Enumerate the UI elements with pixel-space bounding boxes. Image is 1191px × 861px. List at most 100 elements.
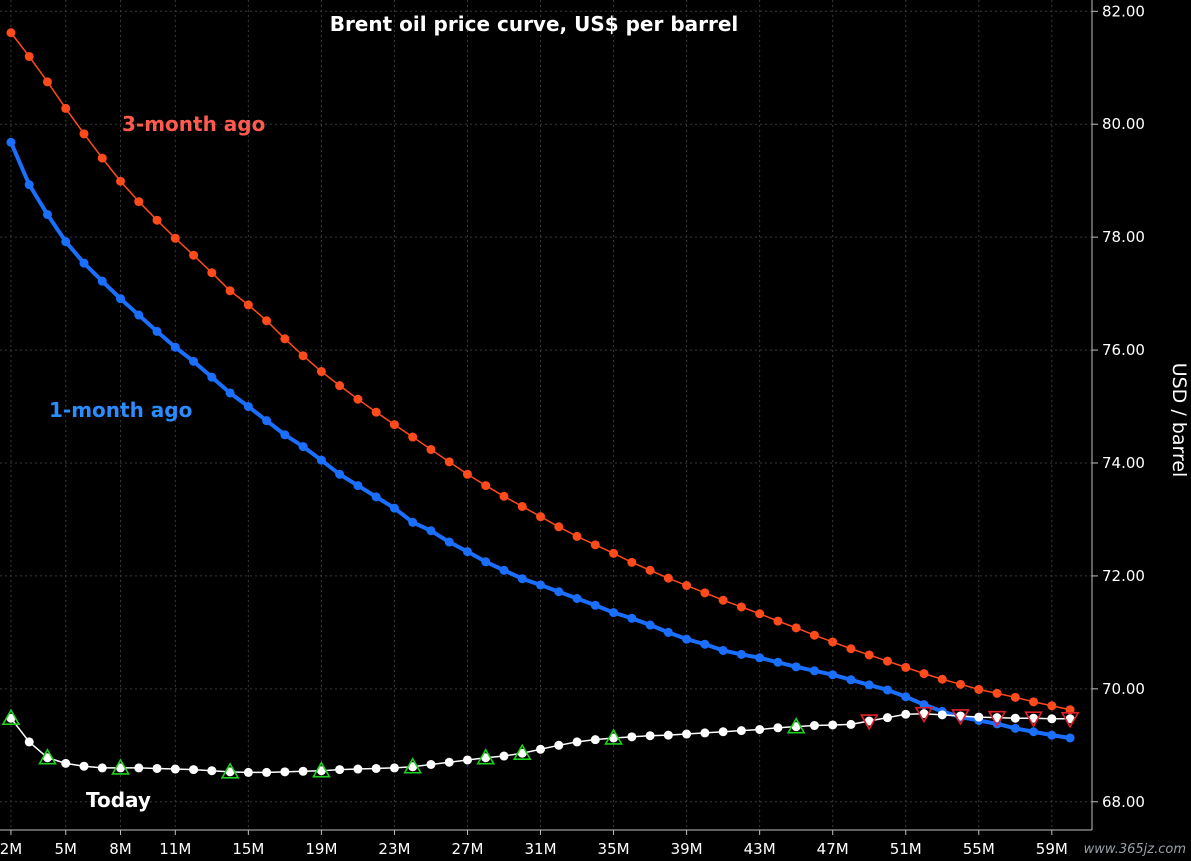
data-point-today-47M [828, 720, 838, 730]
data-point-today-7M [97, 763, 107, 773]
y-tick-label-82.00: 82.00 [1102, 2, 1145, 20]
data-point-today-10M [152, 763, 162, 773]
data-point-3-month-ago-52M [919, 669, 929, 679]
data-point-3-month-ago-11M [170, 233, 180, 243]
data-point-today-49M [864, 716, 874, 726]
down-marker-56M [987, 710, 1007, 728]
data-point-today-8M [116, 763, 126, 773]
data-point-1-month-ago-34M [590, 600, 600, 610]
data-point-today-52M [919, 709, 929, 719]
x-tick-label-47M: 47M [817, 840, 849, 858]
x-tick-label-55M: 55M [963, 840, 995, 858]
data-point-1-month-ago-36M [627, 613, 637, 623]
data-point-1-month-ago-57M [1010, 723, 1020, 733]
data-point-1-month-ago-40M [700, 639, 710, 649]
x-tick-label-43M: 43M [744, 840, 776, 858]
data-point-3-month-ago-37M [645, 565, 655, 575]
data-point-today-6M [79, 761, 89, 771]
up-marker-28M [476, 748, 496, 765]
data-point-3-month-ago-48M [846, 644, 856, 654]
data-point-1-month-ago-17M [280, 430, 290, 440]
data-point-1-month-ago-32M [554, 587, 564, 597]
data-point-1-month-ago-35M [609, 608, 619, 618]
data-point-1-month-ago-10M [152, 326, 162, 336]
series-1-month-ago [6, 137, 1075, 743]
data-point-today-31M [536, 744, 546, 754]
data-point-1-month-ago-11M [170, 342, 180, 352]
data-point-today-17M [280, 767, 290, 777]
data-point-1-month-ago-50M [882, 685, 892, 695]
y-tick-label-68.00: 68.00 [1102, 793, 1145, 811]
up-marker-2M [1, 708, 21, 726]
data-point-today-21M [353, 764, 363, 774]
data-point-today-14M [225, 767, 235, 777]
series-today [1, 706, 1080, 779]
data-point-1-month-ago-58M [1029, 727, 1039, 737]
data-point-1-month-ago-46M [809, 666, 819, 676]
data-point-1-month-ago-37M [645, 620, 655, 630]
data-point-1-month-ago-44M [773, 657, 783, 667]
x-tick-label-59M: 59M [1036, 840, 1068, 858]
data-point-3-month-ago-22M [371, 407, 381, 417]
y-tick-label-72.00: 72.00 [1102, 567, 1145, 585]
data-point-1-month-ago-39M [682, 634, 692, 644]
data-point-today-23M [389, 763, 399, 773]
data-point-today-44M [773, 723, 783, 733]
data-point-1-month-ago-22M [371, 492, 381, 502]
data-point-1-month-ago-19M [316, 455, 326, 465]
data-point-3-month-ago-46M [809, 630, 819, 640]
data-point-today-55M [974, 712, 984, 722]
data-point-1-month-ago-45M [791, 662, 801, 672]
data-point-1-month-ago-59M [1047, 730, 1057, 740]
data-point-3-month-ago-53M [937, 674, 947, 684]
data-point-3-month-ago-50M [882, 656, 892, 666]
data-point-today-58M [1029, 713, 1039, 723]
data-point-1-month-ago-16M [262, 416, 272, 426]
data-point-3-month-ago-55M [974, 684, 984, 694]
data-point-today-30M [517, 748, 527, 758]
data-point-today-4M [42, 753, 52, 763]
data-point-1-month-ago-28M [481, 557, 491, 567]
data-point-today-40M [700, 728, 710, 738]
x-tick-label-2M: 2M [0, 840, 22, 858]
data-point-today-22M [371, 763, 381, 773]
data-point-3-month-ago-31M [536, 512, 546, 522]
y-tick-label-80.00: 80.00 [1102, 115, 1145, 133]
data-point-today-12M [189, 765, 199, 775]
data-point-today-60M [1065, 714, 1075, 724]
data-point-today-16M [262, 767, 272, 777]
data-point-3-month-ago-43M [755, 609, 765, 619]
data-point-today-19M [316, 766, 326, 776]
data-point-3-month-ago-6M [79, 129, 89, 139]
up-marker-35M [604, 728, 623, 745]
data-point-today-53M [937, 710, 947, 720]
data-point-1-month-ago-2M [6, 137, 16, 147]
data-point-3-month-ago-8M [116, 176, 126, 186]
data-point-1-month-ago-48M [846, 675, 856, 685]
data-point-today-41M [718, 727, 728, 737]
data-point-3-month-ago-10M [152, 215, 162, 225]
data-point-1-month-ago-41M [718, 645, 728, 655]
data-point-today-15M [243, 767, 253, 777]
data-point-today-43M [755, 724, 765, 734]
data-point-3-month-ago-28M [481, 481, 491, 491]
data-point-today-29M [499, 751, 509, 761]
data-point-1-month-ago-29M [499, 565, 509, 575]
data-point-3-month-ago-33M [572, 531, 582, 541]
series-label-1-month-ago: 1-month ago [49, 398, 192, 422]
data-point-3-month-ago-21M [353, 394, 363, 404]
data-point-3-month-ago-23M [389, 420, 399, 430]
data-point-1-month-ago-6M [79, 258, 89, 268]
data-point-today-35M [609, 733, 619, 743]
data-point-1-month-ago-33M [572, 594, 582, 604]
data-point-1-month-ago-8M [116, 294, 126, 304]
data-point-3-month-ago-42M [736, 602, 746, 612]
data-point-1-month-ago-18M [298, 442, 308, 452]
data-point-3-month-ago-49M [864, 650, 874, 660]
data-point-today-56M [992, 713, 1002, 723]
data-point-1-month-ago-9M [134, 310, 144, 320]
data-point-1-month-ago-5M [61, 237, 71, 247]
data-point-today-18M [298, 766, 308, 776]
data-point-1-month-ago-43M [755, 653, 765, 663]
